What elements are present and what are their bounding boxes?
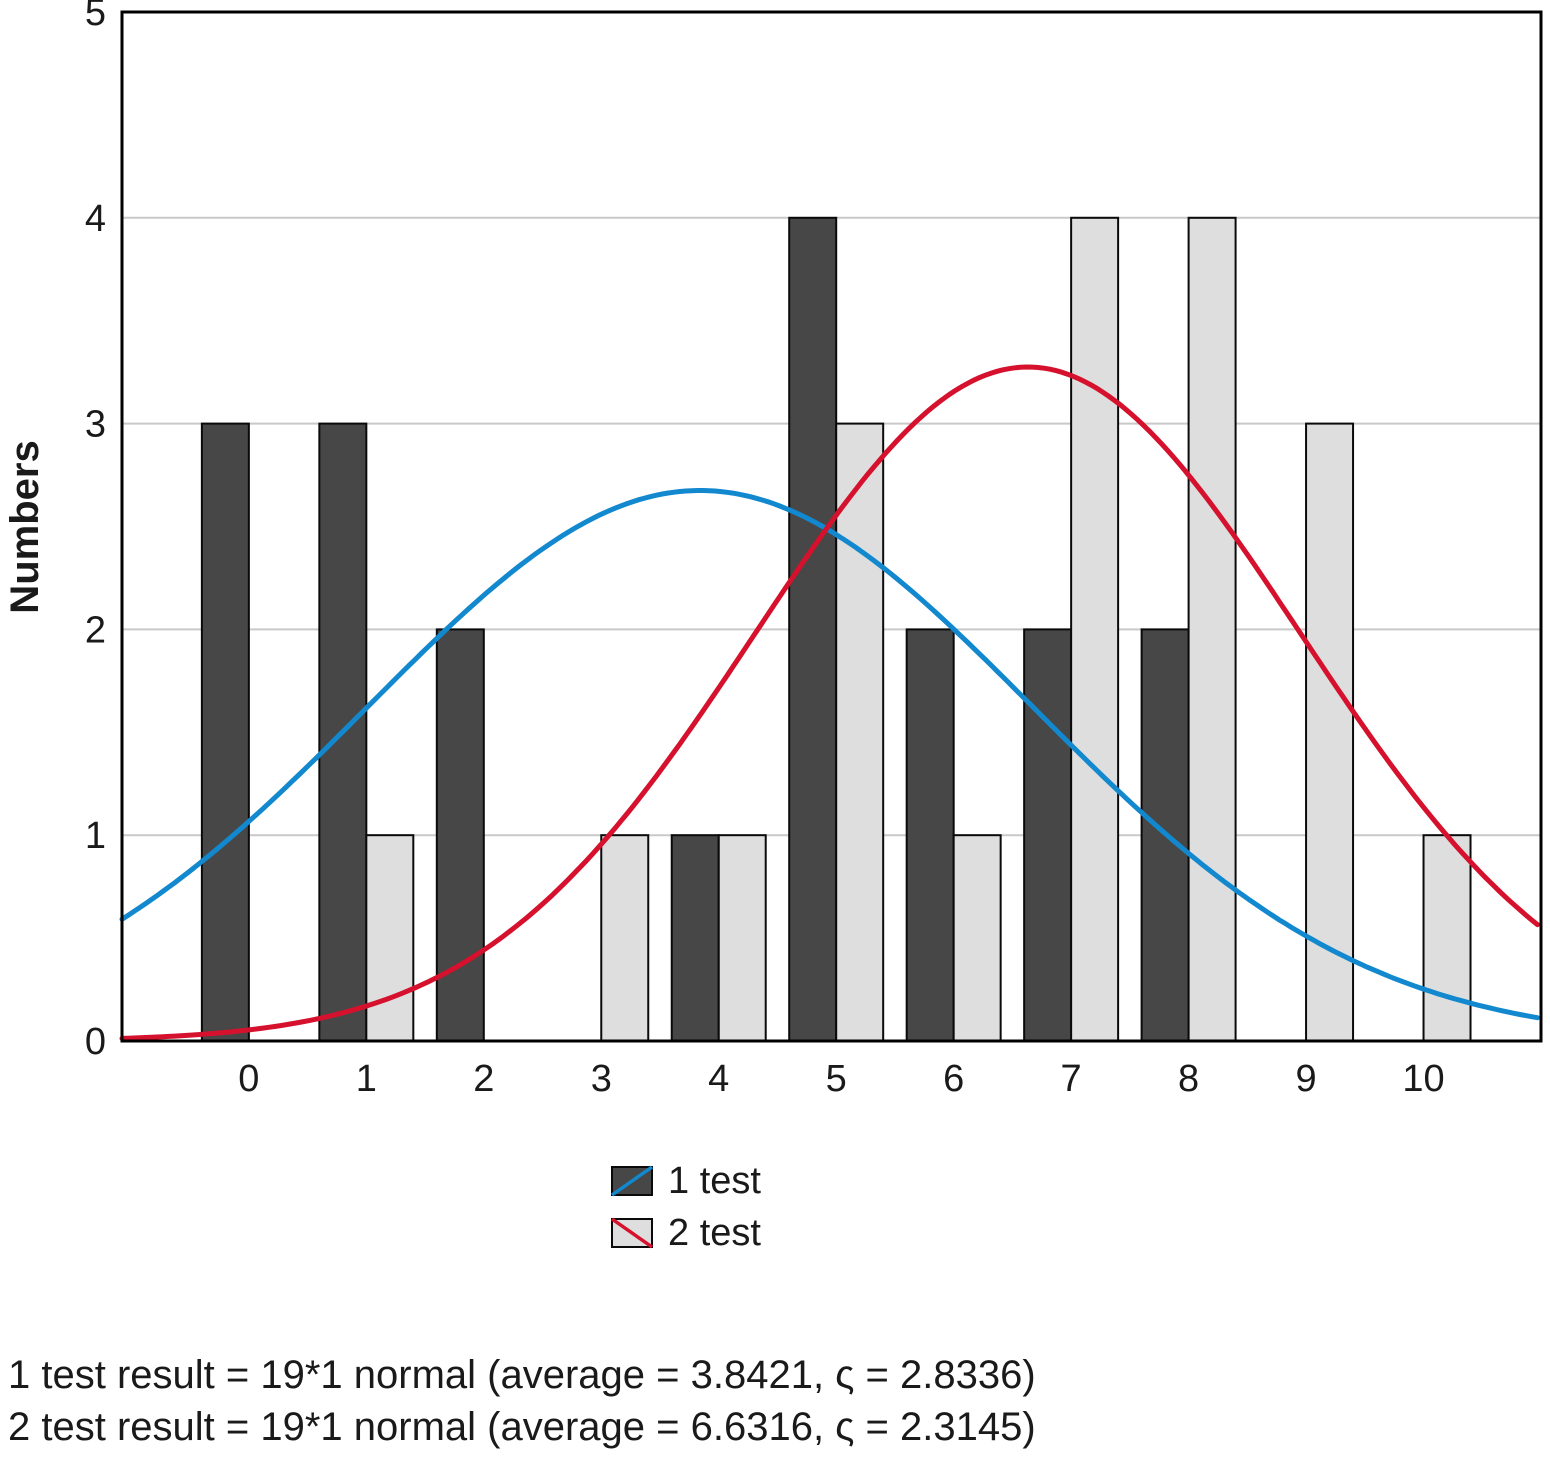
x-tick-label: 10 xyxy=(1402,1058,1444,1100)
x-tick-label: 9 xyxy=(1295,1058,1316,1100)
histogram-bar-2test xyxy=(1422,834,1472,1043)
histogram-bar-2test xyxy=(952,834,1002,1043)
histogram-bar-2test xyxy=(1187,216,1237,1043)
chart: 0 1 2 3 4 5 0 1 2 3 4 5 6 7 8 9 10 Numbers 1 test 2 test xyxy=(3,0,1543,1254)
x-tick-label: 0 xyxy=(238,1058,259,1100)
x-tick-label: 7 xyxy=(1061,1058,1082,1100)
normal-curve-2test xyxy=(119,364,1540,1041)
histogram-bar-2test xyxy=(835,422,885,1043)
y-tick-label: 2 xyxy=(85,609,106,651)
y-tick-label: 3 xyxy=(85,404,106,446)
caption-line-2: 2 test result = 19*1 normal (average = 6… xyxy=(8,1405,1036,1449)
x-tick-label: 1 xyxy=(356,1058,377,1100)
histogram-bar-1test xyxy=(200,422,250,1043)
x-tick-label: 3 xyxy=(591,1058,612,1100)
histogram-bar-1test xyxy=(905,628,955,1043)
x-tick-label: 4 xyxy=(708,1058,729,1100)
histogram-bar-1test xyxy=(1023,628,1073,1043)
x-tick-label: 2 xyxy=(473,1058,494,1100)
stats-caption: 1 test result = 19*1 normal (average = 3… xyxy=(0,1349,1550,1453)
legend-curve-2test-icon xyxy=(610,1217,654,1249)
plot-area: 0 1 2 3 4 5 0 1 2 3 4 5 6 7 8 9 10 xyxy=(85,0,1543,1100)
x-tick-label: 6 xyxy=(943,1058,964,1100)
legend-item-1test: 1 test xyxy=(610,1160,761,1202)
y-tick-label: 1 xyxy=(85,815,106,857)
x-tick-label: 8 xyxy=(1178,1058,1199,1100)
histogram-bar-2test xyxy=(365,834,415,1043)
legend: 1 test 2 test xyxy=(610,1160,761,1254)
legend-curve-1test-icon xyxy=(610,1165,654,1197)
legend-label-2test: 2 test xyxy=(668,1212,761,1254)
y-tick-label: 4 xyxy=(85,198,106,240)
y-axis-title: Numbers xyxy=(3,440,47,613)
legend-item-2test: 2 test xyxy=(610,1212,761,1254)
histogram-bar-2test xyxy=(600,834,650,1043)
plot-border xyxy=(120,10,1543,1043)
histogram-bar-1test xyxy=(670,834,720,1043)
caption-line-1: 1 test result = 19*1 normal (average = 3… xyxy=(8,1353,1036,1397)
legend-label-1test: 1 test xyxy=(668,1160,761,1202)
y-tick-label: 0 xyxy=(85,1021,106,1063)
x-tick-label: 5 xyxy=(826,1058,847,1100)
histogram-bar-1test xyxy=(788,216,838,1043)
histogram-bar-2test xyxy=(1070,216,1120,1043)
normal-curve-1test xyxy=(119,488,1540,1021)
y-tick-label: 5 xyxy=(85,0,106,34)
histogram-bar-1test xyxy=(435,628,485,1043)
histogram-bar-2test xyxy=(717,834,767,1043)
